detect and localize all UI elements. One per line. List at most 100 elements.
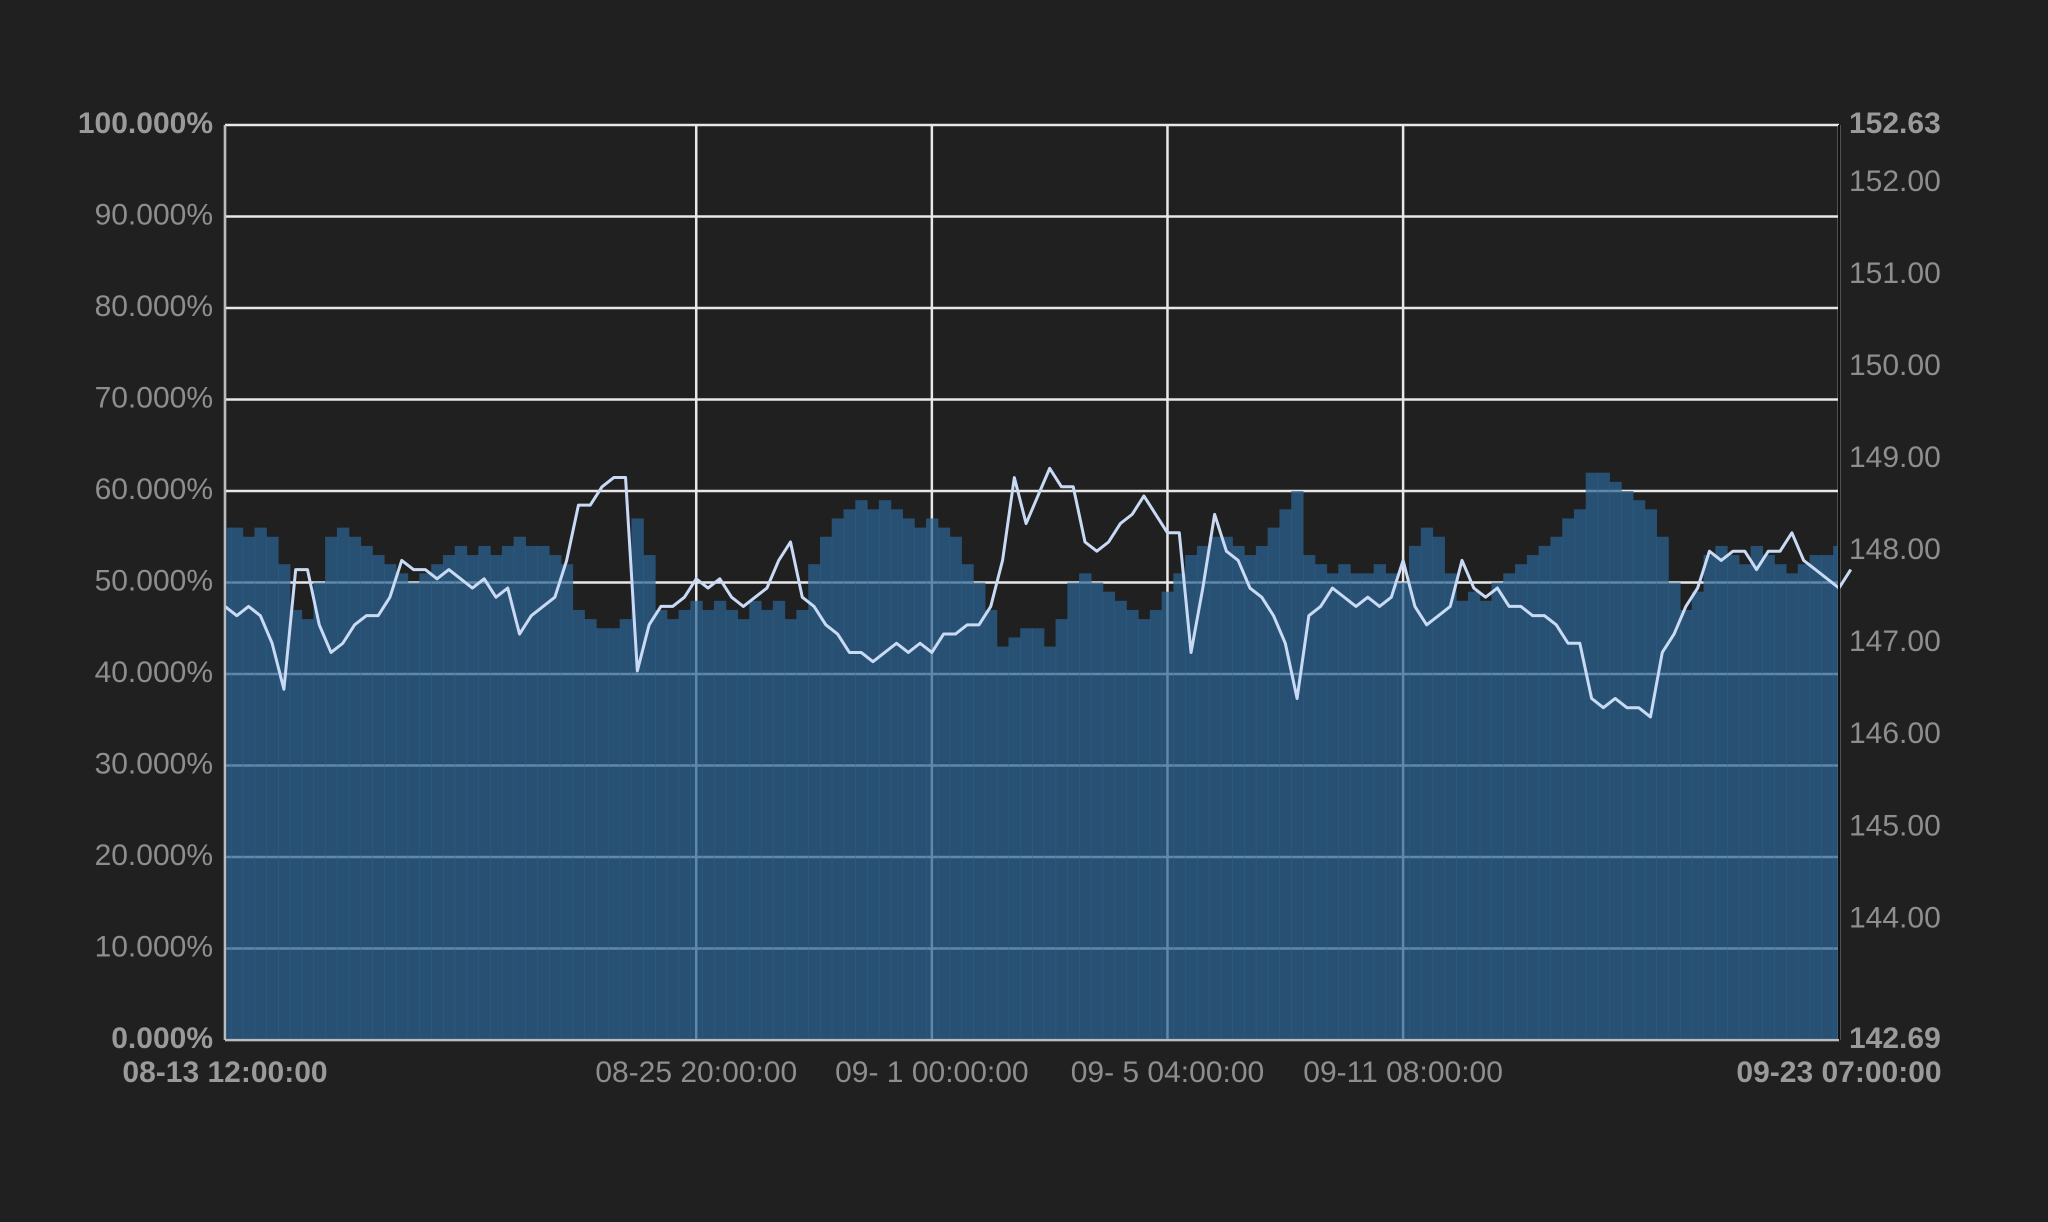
- bar: [1797, 564, 1811, 1040]
- bar: [1255, 545, 1269, 1040]
- bar: [454, 545, 468, 1040]
- bar: [1161, 591, 1174, 1040]
- y-tick-label: 60.000%: [95, 473, 213, 506]
- bar: [1632, 500, 1646, 1040]
- bar: [1055, 619, 1068, 1040]
- y2-tick-label: 146.00: [1849, 717, 1941, 750]
- bar: [348, 536, 362, 1040]
- bar: [643, 555, 656, 1040]
- bar: [466, 555, 479, 1040]
- bar: [1043, 646, 1057, 1040]
- bar: [996, 646, 1010, 1040]
- bar: [1232, 545, 1245, 1040]
- bar: [1244, 555, 1257, 1040]
- bar: [1750, 545, 1764, 1040]
- bar: [1138, 619, 1151, 1040]
- bar: [1538, 545, 1551, 1040]
- bar: [1102, 591, 1116, 1040]
- bar: [796, 609, 809, 1040]
- bar: [925, 518, 939, 1040]
- bar: [1373, 564, 1387, 1040]
- bar: [1208, 536, 1222, 1040]
- bar: [1361, 573, 1375, 1040]
- bar: [1032, 628, 1045, 1040]
- bar: [1526, 555, 1540, 1040]
- x-tick-label: 09- 5 04:00:00: [1071, 1056, 1265, 1089]
- bar: [831, 518, 845, 1040]
- x-tick-label: 09-11 08:00:00: [1303, 1056, 1503, 1089]
- bar: [313, 582, 326, 1040]
- bar: [230, 527, 244, 1040]
- bar: [584, 619, 597, 1040]
- bar: [1291, 491, 1304, 1040]
- bar: [1762, 555, 1775, 1040]
- bar: [1326, 573, 1339, 1040]
- bar: [490, 555, 503, 1040]
- bar: [1020, 628, 1033, 1040]
- bar: [1444, 573, 1457, 1040]
- bar: [1515, 564, 1528, 1040]
- bar: [1715, 545, 1728, 1040]
- bar: [1279, 509, 1292, 1040]
- y2-tick-label: 152.00: [1849, 165, 1941, 198]
- bar: [761, 609, 774, 1040]
- bar: [360, 545, 373, 1040]
- bar: [289, 609, 303, 1040]
- bar: [254, 527, 267, 1040]
- bar: [1350, 573, 1363, 1040]
- bar: [1727, 555, 1740, 1040]
- bar: [1302, 555, 1316, 1040]
- bar: [537, 545, 550, 1040]
- bar: [1397, 582, 1410, 1040]
- bar: [784, 619, 797, 1040]
- bar: [1408, 545, 1422, 1040]
- bar: [1173, 573, 1186, 1040]
- bar: [242, 536, 256, 1040]
- bar: [1196, 545, 1210, 1040]
- y2-tick-label: 148.00: [1849, 533, 1941, 566]
- y-tick-label: 10.000%: [95, 930, 213, 963]
- y2-tick-label: 142.69: [1849, 1022, 1941, 1055]
- bar: [384, 564, 397, 1040]
- bar: [1491, 582, 1504, 1040]
- bar: [737, 619, 750, 1040]
- bar: [1738, 564, 1752, 1040]
- bar: [713, 600, 727, 1040]
- bar: [1067, 582, 1080, 1040]
- bar: [572, 609, 585, 1040]
- bar: [1609, 481, 1622, 1041]
- bar: [1656, 536, 1669, 1040]
- y-tick-label: 30.000%: [95, 747, 213, 780]
- y2-tick-label: 150.00: [1849, 349, 1941, 382]
- y-tick-label: 70.000%: [95, 381, 213, 414]
- bar: [1432, 536, 1445, 1040]
- y2-tick-label: 151.00: [1849, 257, 1941, 290]
- bar: [843, 509, 856, 1040]
- x-tick-label: 09- 1 00:00:00: [835, 1056, 1029, 1089]
- bar: [1479, 600, 1493, 1040]
- bar: [666, 619, 680, 1040]
- bar: [1126, 609, 1139, 1040]
- bar: [678, 609, 691, 1040]
- bar: [1220, 536, 1233, 1040]
- bar: [1420, 527, 1434, 1040]
- y-tick-label: 90.000%: [95, 198, 213, 231]
- bar: [878, 500, 892, 1040]
- bar: [301, 619, 314, 1040]
- y-tick-label: 100.000%: [78, 107, 213, 140]
- bar: [1785, 573, 1799, 1040]
- bar: [655, 609, 668, 1040]
- price-line: [224, 466, 1853, 719]
- x-tick-label: 09-23 07:00:00: [1736, 1056, 1941, 1089]
- bar: [984, 609, 998, 1040]
- y2-tick-label: 149.00: [1849, 441, 1941, 474]
- bar: [607, 628, 621, 1040]
- bar: [1467, 591, 1481, 1040]
- bar: [407, 582, 420, 1040]
- bar: [525, 545, 538, 1040]
- bar: [1114, 600, 1127, 1040]
- bar: [1703, 555, 1716, 1040]
- bar: [725, 609, 739, 1040]
